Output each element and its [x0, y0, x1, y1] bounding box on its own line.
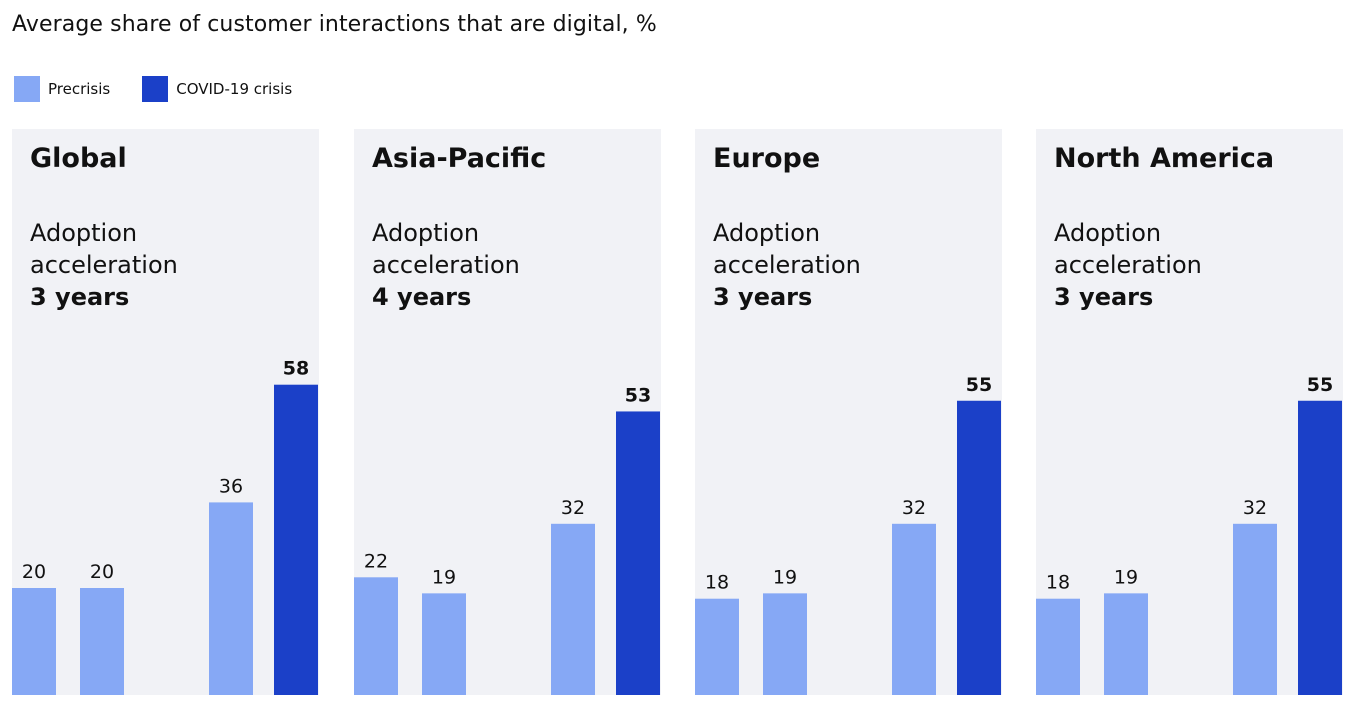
chart-title: Average share of customer interactions t…: [12, 12, 657, 37]
bar-0: [695, 598, 739, 695]
bar-2: [551, 523, 595, 695]
bar-value-label-2: 32: [561, 497, 585, 519]
bar-1: [763, 593, 807, 695]
legend-item-covid: COVID-19 crisis: [142, 76, 292, 102]
panel-subtitle: Adoption acceleration 3 years: [713, 217, 861, 313]
bar-0: [1036, 598, 1080, 695]
panel-title: Global: [30, 143, 127, 174]
panel-sub-line3: 3 years: [1054, 283, 1154, 311]
panel-sub-line3: 4 years: [372, 283, 472, 311]
panel-north-america: North America Adoption acceleration 3 ye…: [1036, 129, 1343, 695]
bar-1: [1104, 593, 1148, 695]
bar-chart-asia-pacific: 22 19 32 53: [354, 384, 660, 695]
bar-1: [80, 588, 124, 695]
panel-europe: Europe Adoption acceleration 3 years 18 1…: [695, 129, 1002, 695]
legend: Precrisis COVID-19 crisis: [14, 76, 324, 102]
panel-sub-line2: acceleration: [372, 251, 520, 279]
bar-chart-europe: 18 19 32 55: [695, 374, 1001, 695]
legend-label-covid: COVID-19 crisis: [176, 80, 293, 98]
legend-label-precrisis: Precrisis: [48, 80, 111, 98]
bar-value-label-0: 18: [1046, 572, 1070, 594]
bar-value-label-3: 55: [966, 374, 992, 396]
panel-title: Europe: [713, 143, 821, 174]
panel-asia-pacific: Asia-Pacific Adoption acceleration 4 yea…: [354, 129, 661, 695]
bar-3: [1298, 400, 1342, 695]
bar-value-label-2: 36: [219, 475, 243, 497]
panel-sub-line2: acceleration: [1054, 251, 1202, 279]
panel-subtitle: Adoption acceleration 3 years: [30, 217, 178, 313]
bar-value-label-1: 20: [90, 561, 114, 583]
bar-0: [354, 577, 398, 695]
panel-sub-line2: acceleration: [713, 251, 861, 279]
bar-value-label-3: 53: [625, 384, 651, 406]
bar-value-label-0: 18: [705, 572, 729, 594]
panel-sub-line1: Adoption: [713, 219, 821, 247]
panel-sub-line1: Adoption: [1054, 219, 1162, 247]
bar-value-label-1: 19: [773, 566, 797, 588]
panel-global: Global Adoption acceleration 3 years 20 2…: [12, 129, 319, 695]
panel-title: Asia-Pacific: [372, 143, 547, 174]
bar-chart-north-america: 18 19 32 55: [1036, 374, 1342, 695]
bar-value-label-2: 32: [1243, 497, 1267, 519]
bar-chart-global: 20 20 36 58: [12, 358, 318, 695]
panel-subtitle: Adoption acceleration 4 years: [372, 217, 520, 313]
bar-value-label-0: 22: [364, 550, 388, 572]
bar-2: [1233, 523, 1277, 695]
panel-sub-line2: acceleration: [30, 251, 178, 279]
panel-sub-line1: Adoption: [372, 219, 480, 247]
legend-item-precrisis: Precrisis: [14, 76, 110, 102]
panel-sub-line3: 3 years: [713, 283, 813, 311]
bar-value-label-3: 58: [283, 358, 309, 380]
bar-3: [616, 411, 660, 695]
bar-2: [892, 523, 936, 695]
panel-title: North America: [1054, 143, 1275, 174]
bar-3: [957, 400, 1001, 695]
legend-swatch-precrisis: [14, 76, 40, 102]
bar-1: [422, 593, 466, 695]
bar-value-label-0: 20: [22, 561, 46, 583]
bar-value-label-1: 19: [1114, 566, 1138, 588]
bar-3: [274, 384, 318, 695]
bar-0: [12, 588, 56, 695]
panel-sub-line1: Adoption: [30, 219, 138, 247]
panel-sub-line3: 3 years: [30, 283, 130, 311]
bar-value-label-2: 32: [902, 497, 926, 519]
bar-value-label-3: 55: [1307, 374, 1333, 396]
bar-value-label-1: 19: [432, 566, 456, 588]
legend-swatch-covid: [142, 76, 169, 102]
bar-2: [209, 502, 253, 695]
panel-subtitle: Adoption acceleration 3 years: [1054, 217, 1202, 313]
